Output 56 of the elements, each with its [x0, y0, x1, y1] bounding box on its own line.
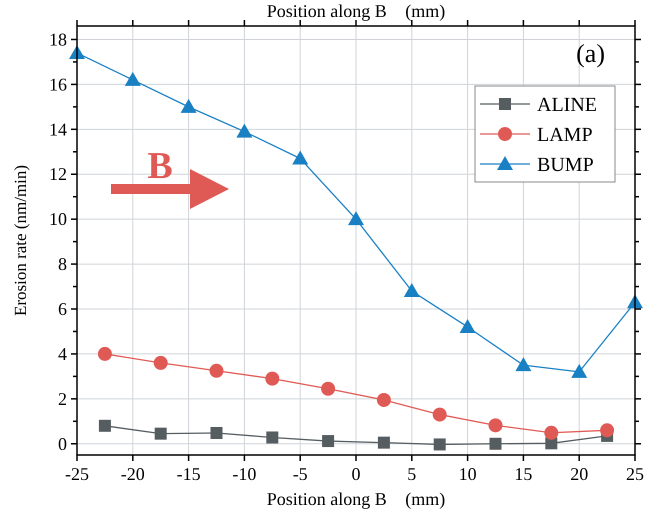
point — [348, 211, 364, 226]
x-tick-label: -5 — [292, 464, 308, 484]
y-tick-label: 14 — [49, 119, 67, 140]
y-tick-label: 4 — [58, 344, 67, 364]
point — [460, 318, 476, 333]
point — [378, 436, 390, 449]
point — [98, 420, 111, 432]
point — [98, 346, 112, 361]
point — [265, 372, 280, 386]
point — [321, 382, 336, 396]
point — [488, 418, 502, 432]
y-tick-label: 0 — [58, 434, 67, 454]
point — [404, 283, 420, 298]
point — [515, 357, 532, 372]
annotation: B — [147, 145, 173, 187]
y-tick-label: 18 — [49, 29, 67, 50]
x-tick-label: 25 — [626, 464, 644, 484]
chart-title: Position along B⃗ (mm) — [266, 1, 446, 21]
x-tick-label: -15 — [176, 464, 201, 484]
legend-label: LAMP — [537, 124, 593, 146]
x-tick-label: 5 — [407, 464, 416, 484]
point — [210, 364, 224, 378]
y-tick-label: 16 — [49, 74, 67, 94]
x-tick-label: -25 — [65, 464, 89, 484]
y-tick-label: 6 — [58, 299, 67, 320]
point — [154, 356, 168, 370]
point — [490, 438, 502, 450]
x-tick-label: 20 — [570, 464, 588, 484]
y-tick-label: 10 — [49, 209, 67, 230]
x-tick-label: 0 — [352, 464, 360, 484]
point — [571, 364, 588, 378]
x-axis-title: Position along B⃗ (mm) — [266, 489, 446, 509]
point — [376, 392, 391, 407]
y-tick-label: 2 — [58, 388, 67, 409]
y-tick-label: 8 — [58, 254, 67, 274]
x-tick-label: 10 — [458, 464, 477, 484]
point — [434, 438, 446, 450]
x-tick-label: 15 — [514, 464, 532, 484]
point — [124, 72, 141, 86]
y-axis-title: Erosion rate (nm/min) — [11, 164, 30, 316]
annotation: (a) — [576, 39, 605, 68]
legend-label: ALINE — [537, 94, 597, 116]
legend-label: BUMP — [537, 154, 594, 176]
point — [210, 426, 222, 439]
point — [432, 408, 447, 422]
y-tick-label: 12 — [49, 164, 67, 184]
point — [180, 98, 197, 113]
point — [600, 423, 614, 438]
x-tick-label: -20 — [120, 464, 145, 484]
point — [266, 431, 278, 444]
point — [154, 428, 167, 440]
x-tick-label: -10 — [232, 464, 256, 484]
point — [544, 426, 558, 440]
point — [292, 150, 308, 165]
point — [236, 124, 252, 138]
point — [322, 435, 334, 448]
